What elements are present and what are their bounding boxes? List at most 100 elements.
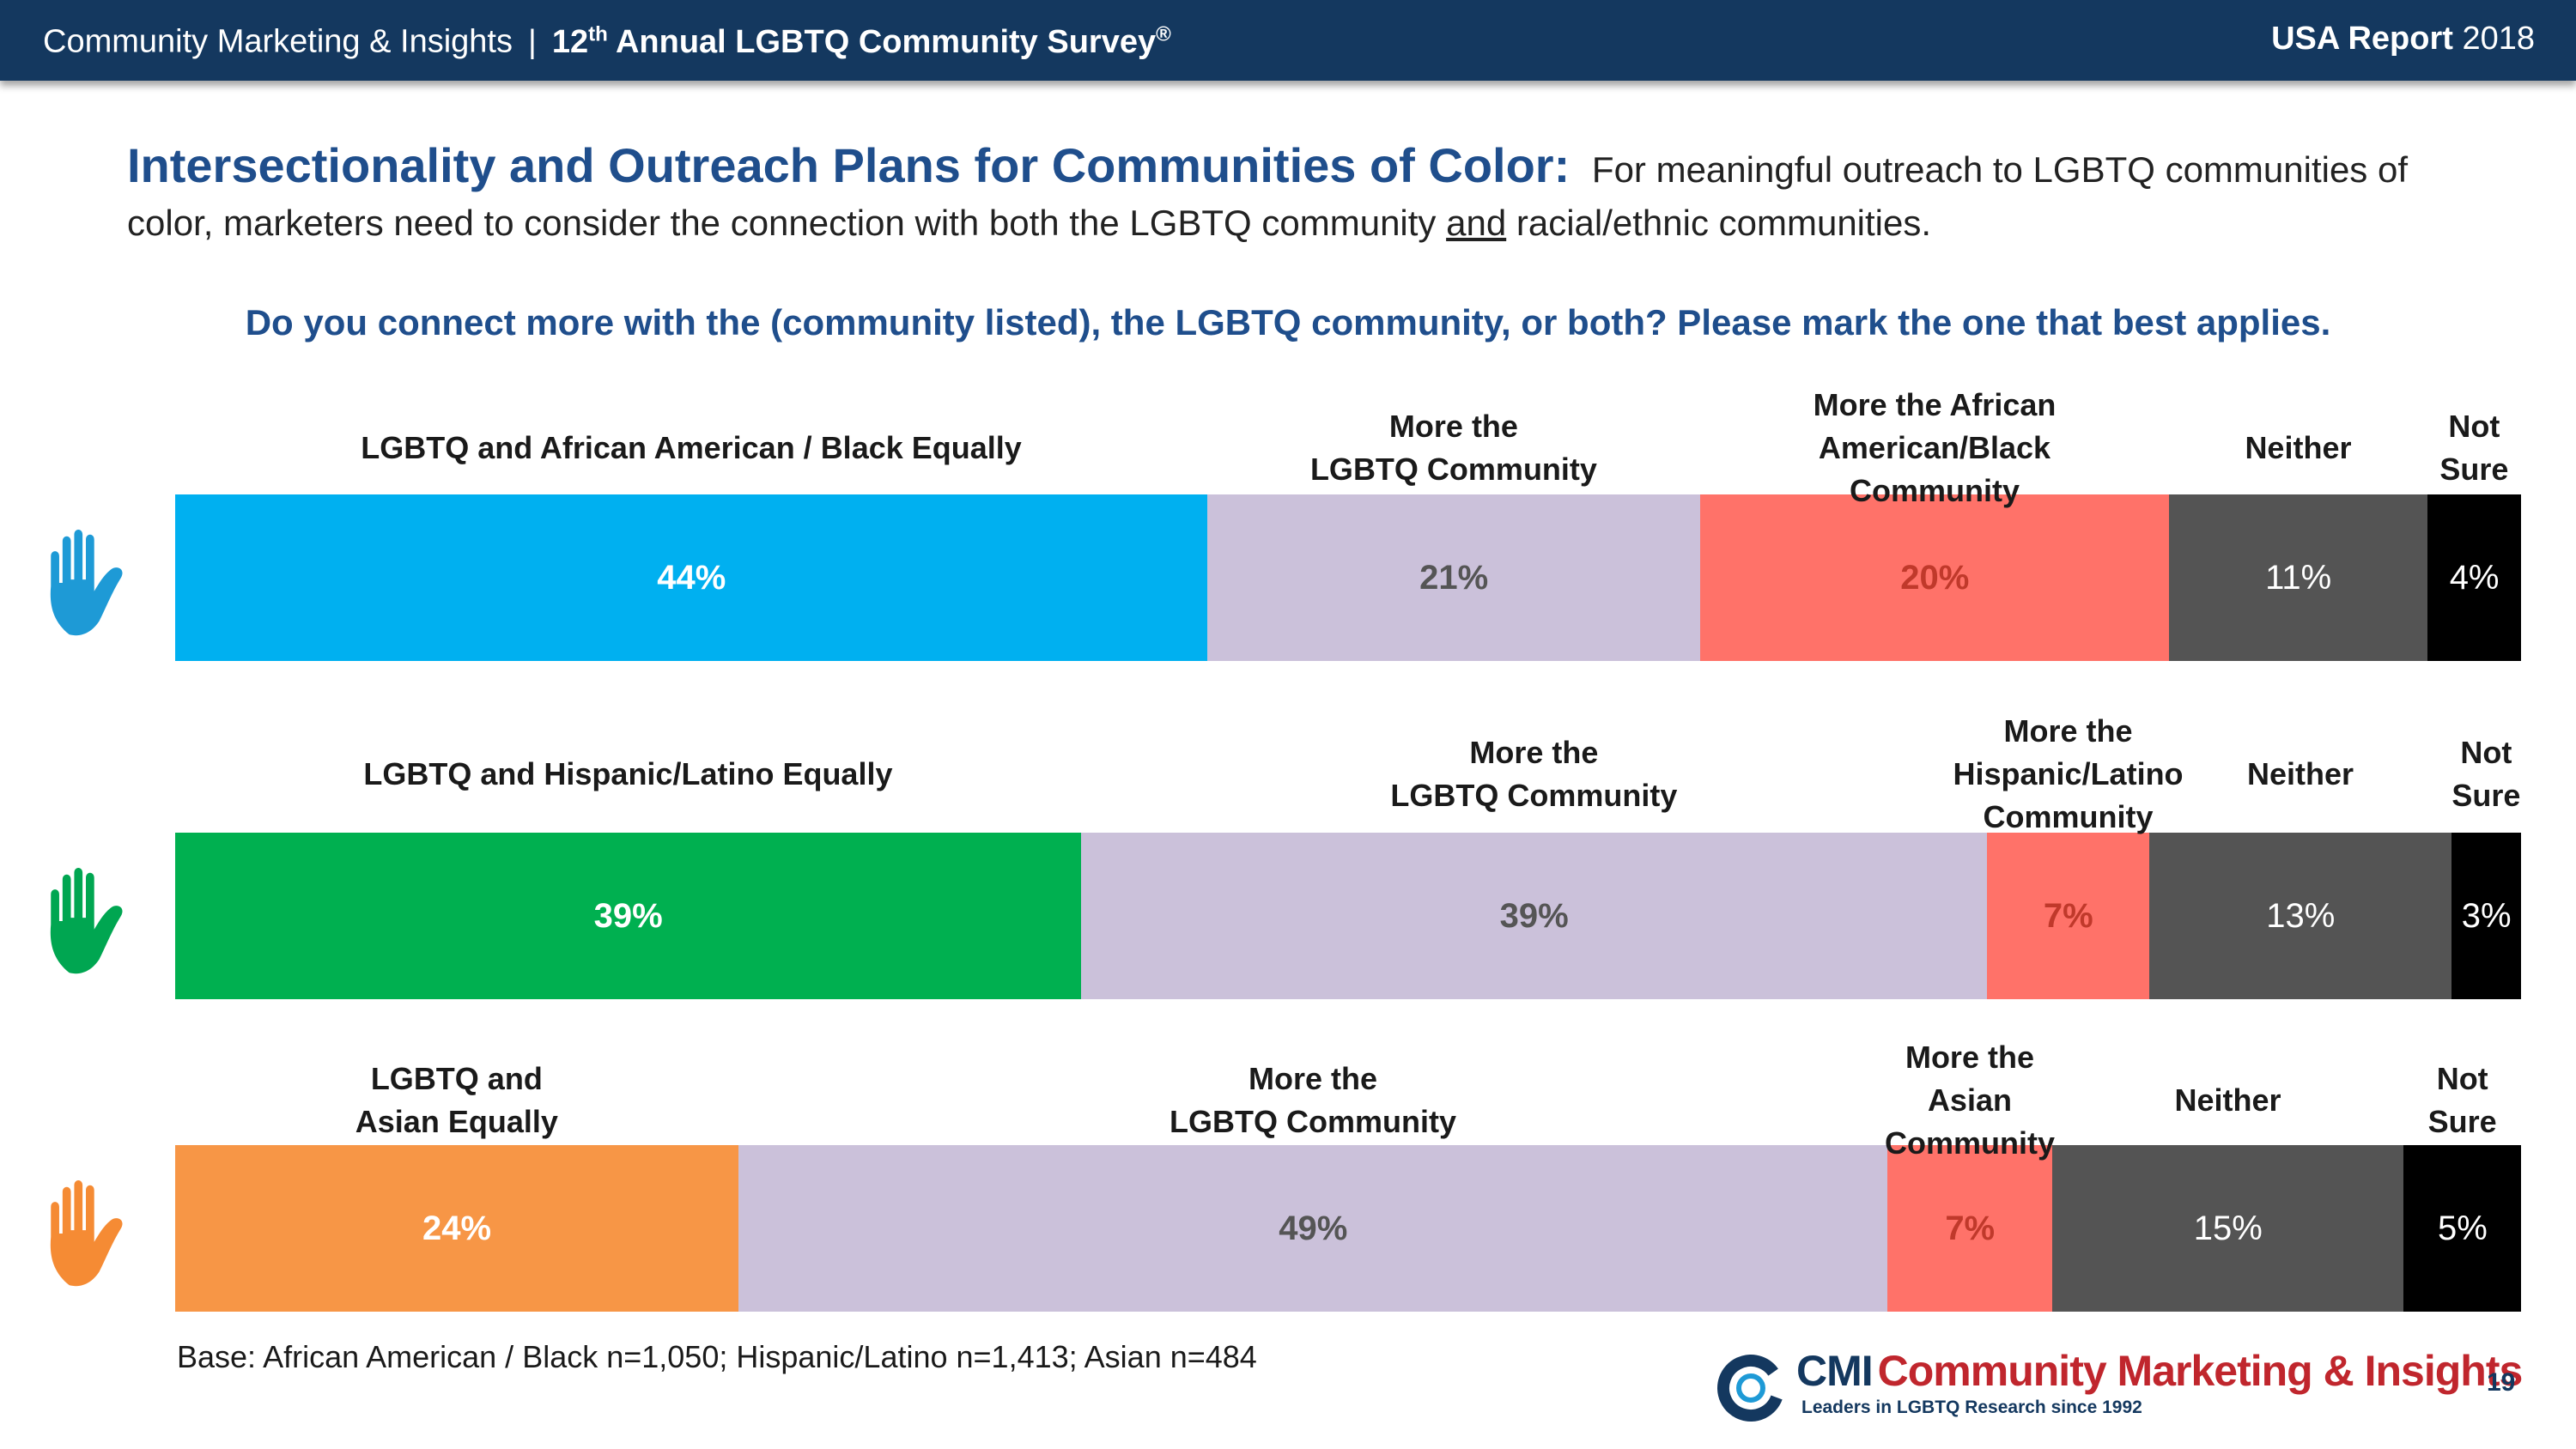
category-label-line: LGBTQ and: [370, 1061, 543, 1096]
category-label-line: Asian: [1927, 1082, 2012, 1118]
category-label-line: More the: [1469, 735, 1599, 770]
data-label: 49%: [1279, 1209, 1348, 1247]
cmi-logo-icon: [1717, 1355, 1784, 1422]
category-label-line: More the: [2003, 713, 2133, 749]
category-label-line: Neither: [2247, 756, 2354, 791]
category-label: More the LGBTQ Community: [1170, 1058, 1456, 1143]
category-label-line: Not: [2460, 735, 2512, 770]
logo-tagline: Leaders in LGBTQ Research since 1992: [1801, 1397, 2142, 1417]
registered-mark: ®: [1156, 22, 1171, 45]
data-label: 4%: [2449, 558, 2500, 597]
headline: Intersectionality and Outreach Plans for…: [127, 139, 2463, 250]
category-label-line: Hispanic/Latino: [1953, 756, 2184, 791]
headline-text-end: racial/ethnic communities.: [1516, 203, 1932, 243]
bar-segment: 21%: [1207, 494, 1701, 661]
survey-title: Annual LGBTQ Community Survey: [615, 23, 1157, 60]
category-label: More the LGBTQ Community: [1390, 731, 1677, 817]
category-label-line: Not: [2436, 1061, 2488, 1096]
bar-segment: 44%: [175, 494, 1208, 661]
category-label: More the Asian Community: [1885, 1036, 2055, 1165]
logo-name: Community Marketing & Insights: [1877, 1347, 2524, 1395]
category-label: LGBTQ and African American / Black Equal…: [361, 427, 1022, 470]
category-label-line: LGBTQ Community: [1309, 452, 1597, 487]
logo-cmi: CMI: [1796, 1347, 1874, 1395]
category-label-line: Sure: [2439, 452, 2509, 487]
bar-segment: 4%: [2427, 494, 2522, 661]
bar-segment: 15%: [2051, 1145, 2404, 1312]
category-label-line: Asian Equally: [355, 1104, 558, 1139]
header-separator: |: [527, 23, 537, 60]
bar-segment: 13%: [2149, 833, 2452, 999]
category-label: More the African American/Black Community: [1814, 384, 2057, 512]
data-label: 11%: [2265, 558, 2332, 597]
bar-segment: 49%: [738, 1145, 1888, 1312]
data-label: 24%: [422, 1209, 492, 1247]
base-note: Base: African American / Black n=1,050; …: [177, 1339, 1257, 1374]
data-label: 7%: [2043, 896, 2093, 935]
data-label: 15%: [2193, 1209, 2263, 1247]
category-label: Not Sure: [2439, 405, 2508, 491]
data-label: 13%: [2266, 896, 2336, 935]
survey-question: Do you connect more with the (community …: [245, 302, 2331, 343]
data-label: 21%: [1419, 558, 1489, 597]
survey-name: 12th Annual LGBTQ Community Survey®: [551, 22, 1171, 60]
hand-icon: [50, 867, 123, 974]
data-label: 3%: [2461, 896, 2512, 935]
category-label: More the Hispanic/Latino Community: [1953, 710, 2184, 839]
category-label: LGBTQ and Asian Equally: [355, 1058, 558, 1143]
survey-edition-suffix: th: [588, 22, 608, 45]
category-label-line: More the: [1905, 1040, 2034, 1075]
category-label-line: Neither: [2174, 1082, 2281, 1118]
category-label: Not Sure: [2451, 731, 2520, 817]
headline-underlined: and: [1446, 203, 1507, 243]
headline-text: For meaningful outreach to LGBTQ communi…: [127, 149, 2409, 243]
bar-segment: 11%: [2169, 494, 2428, 661]
bar-segment: 39%: [175, 833, 1082, 999]
org-name: Community Marketing & Insights: [43, 23, 513, 60]
bar-segment: 3%: [2451, 833, 2522, 999]
category-label-line: Neither: [2245, 430, 2352, 465]
bar-segment: 7%: [1887, 1145, 2053, 1312]
hand-icon: [50, 529, 123, 636]
headline-title: Intersectionality and Outreach Plans for…: [127, 138, 1571, 192]
logo-wordmark: CMI Community Marketing & Insights: [1796, 1346, 2524, 1396]
category-label: Not Sure: [2428, 1058, 2497, 1143]
category-label: More the LGBTQ Community: [1310, 405, 1597, 491]
bar-segment: 39%: [1080, 833, 1988, 999]
page-number: 19: [2487, 1368, 2516, 1397]
category-label: Neither: [2174, 1079, 2281, 1122]
data-label: 39%: [1499, 896, 1569, 935]
category-label-line: Community: [1884, 1125, 2055, 1161]
data-label: 44%: [657, 558, 726, 597]
category-label-line: LGBTQ Community: [1170, 1104, 1457, 1139]
report-title: USA Report 2018: [2271, 21, 2535, 58]
category-label: Neither: [2245, 427, 2351, 470]
bar-segment: 5%: [2403, 1145, 2522, 1312]
data-label: 7%: [1945, 1209, 1996, 1247]
survey-edition: 12: [551, 23, 589, 60]
data-label: 20%: [1900, 558, 1970, 597]
category-label-line: Community: [1983, 799, 2154, 834]
report-label: USA Report: [2271, 21, 2453, 57]
category-label-line: Sure: [2451, 778, 2521, 813]
bar-segment: 20%: [1699, 494, 2170, 661]
category-label-line: Community: [1850, 473, 2020, 508]
category-label-line: LGBTQ Community: [1390, 778, 1678, 813]
header-bar: Community Marketing & Insights | 12th Annu…: [0, 0, 2576, 81]
hand-icon: [50, 1179, 123, 1287]
category-label-line: More the African: [1813, 387, 2057, 422]
data-label: 5%: [2438, 1209, 2488, 1247]
bar-segment: 24%: [175, 1145, 739, 1312]
category-label-line: More the: [1388, 409, 1518, 444]
category-label-line: More the: [1249, 1061, 1378, 1096]
category-label: LGBTQ and Hispanic/Latino Equally: [363, 753, 892, 796]
data-label: 39%: [593, 896, 663, 935]
category-label-line: Sure: [2427, 1104, 2497, 1139]
report-year: 2018: [2462, 21, 2535, 57]
category-label-line: LGBTQ and African American / Black Equal…: [361, 430, 1022, 465]
header-left: Community Marketing & Insights | 12th Annu…: [43, 22, 1171, 61]
category-label: Neither: [2247, 753, 2354, 796]
category-label-line: Not: [2448, 409, 2500, 444]
category-label-line: American/Black: [1818, 430, 2051, 465]
category-label-line: LGBTQ and Hispanic/Latino Equally: [363, 756, 893, 791]
